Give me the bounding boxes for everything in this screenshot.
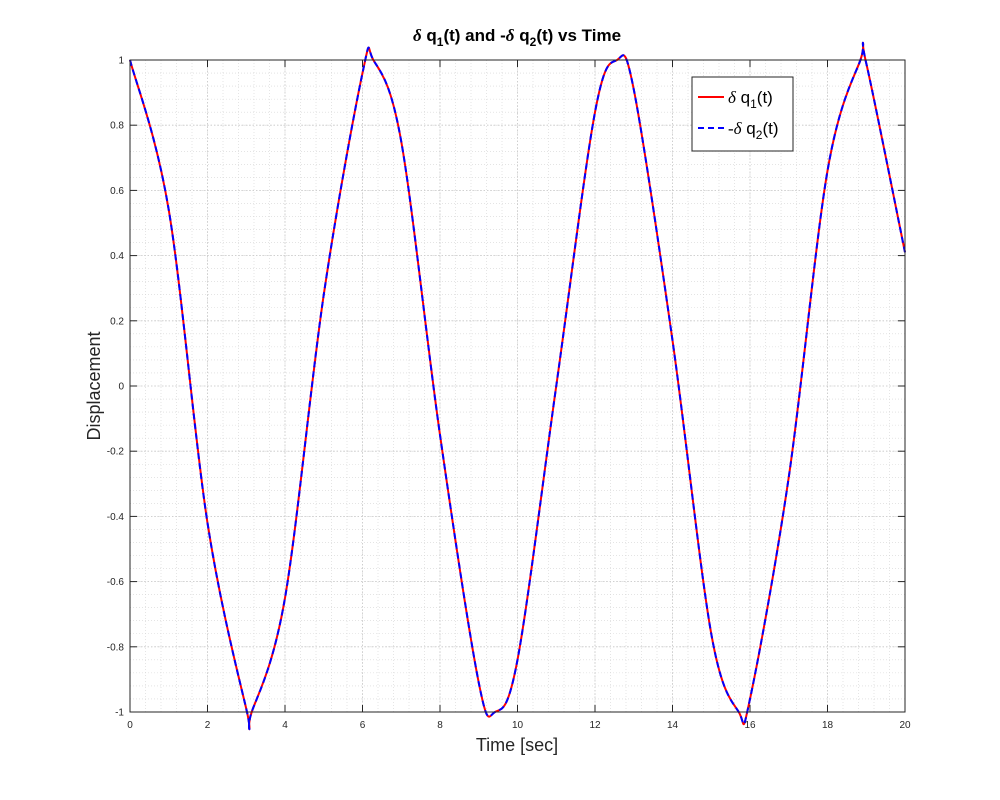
y-tick-labels: -1 -0.8 -0.6 -0.4 -0.2 0 0.2 0.4 0.6 0.8 1 <box>107 56 125 719</box>
x-tick-labels: 0 2 4 6 8 10 12 14 16 18 20 <box>127 720 911 731</box>
x-tick-label: 18 <box>822 720 834 731</box>
y-tick-label: -0.4 <box>107 512 125 523</box>
x-tick-label: 20 <box>899 720 911 731</box>
x-tick-label: 4 <box>282 720 288 731</box>
legend-label-dq1: δ q1(t) <box>728 88 773 111</box>
y-axis-label: Displacement <box>84 331 104 440</box>
y-tick-label: 0.8 <box>110 121 124 132</box>
x-tick-label: 14 <box>667 720 679 731</box>
y-tick-label: -0.8 <box>107 642 125 653</box>
series-line-neg_dq2 <box>129 41 906 731</box>
x-tick-label: 0 <box>127 720 133 731</box>
x-tick-label: 16 <box>744 720 756 731</box>
y-tick-label: 0 <box>118 382 124 393</box>
y-tick-label: -0.6 <box>107 577 125 588</box>
tick-marks <box>129 59 906 713</box>
x-tick-label: 6 <box>360 720 366 731</box>
legend-label-neg-dq2: -δ q2(t) <box>728 119 779 142</box>
y-tick-label: -1 <box>115 708 124 719</box>
chart-title: δ q1(t) and -δ q2(t) vs Time <box>413 26 621 49</box>
x-tick-label: 10 <box>512 720 524 731</box>
y-tick-label: 1 <box>118 56 124 67</box>
x-tick-label: 12 <box>589 720 601 731</box>
legend-box <box>691 76 794 152</box>
y-tick-label: -0.2 <box>107 447 125 458</box>
y-tick-label: 0.6 <box>110 186 124 197</box>
series-layer <box>129 41 906 731</box>
y-tick-label: 0.2 <box>110 316 124 327</box>
y-tick-label: 0.4 <box>110 251 124 262</box>
x-axis-label: Time [sec] <box>476 735 558 755</box>
legend: δ q1(t) -δ q2(t) <box>691 76 794 152</box>
x-tick-label: 2 <box>205 720 211 731</box>
x-tick-label: 8 <box>437 720 443 731</box>
